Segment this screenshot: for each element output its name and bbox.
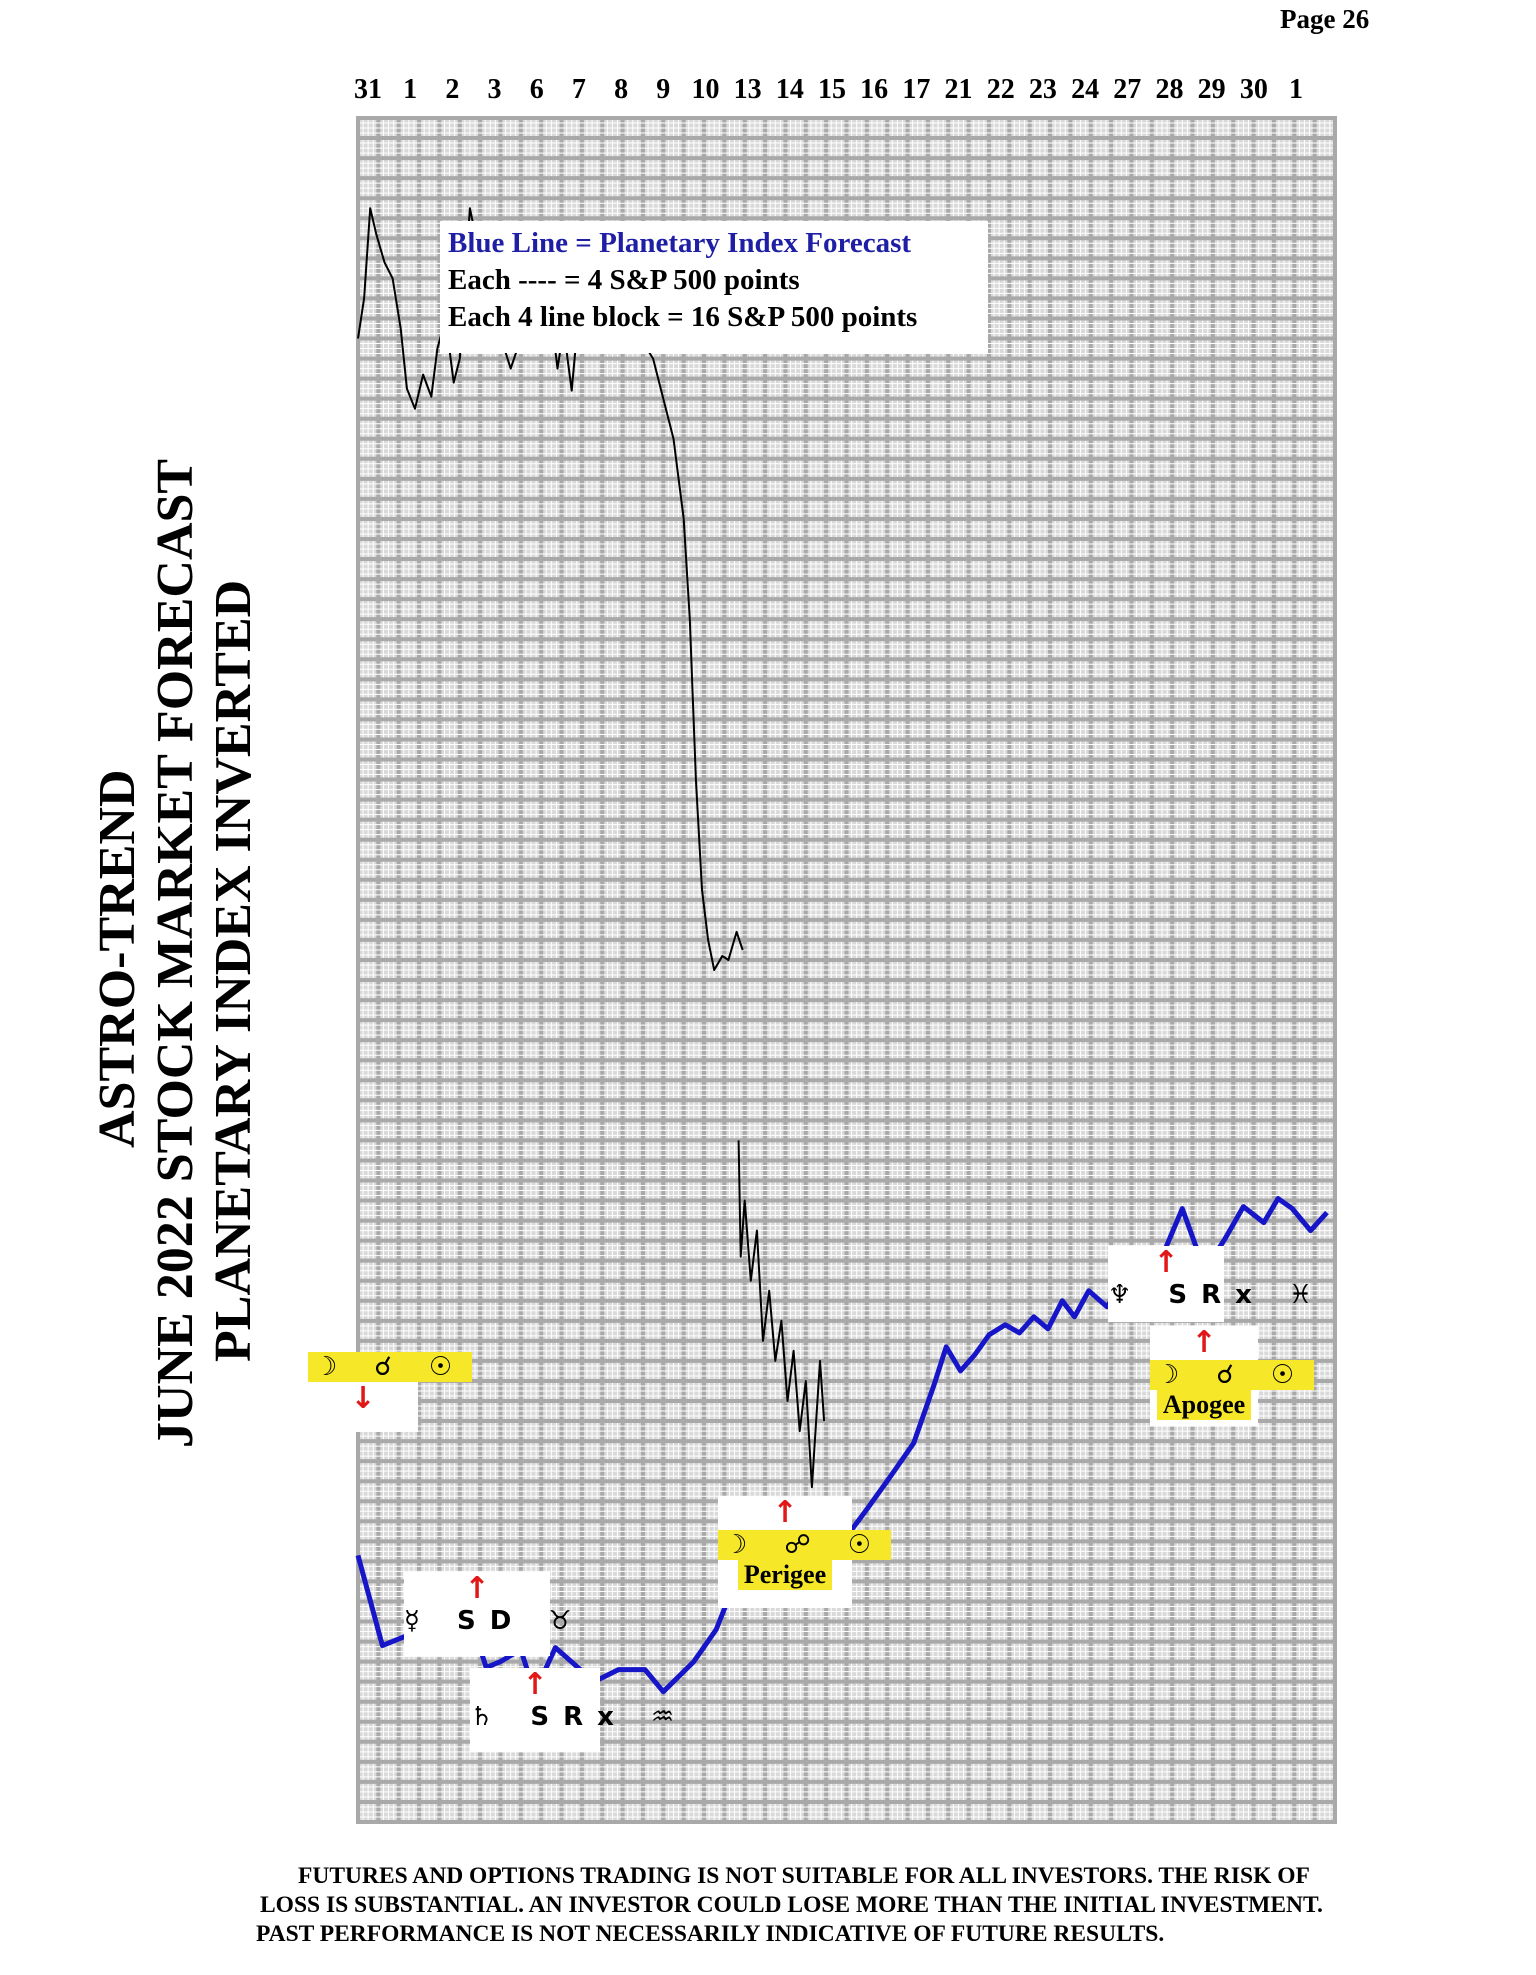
perigee-label: Perigee	[737, 1560, 833, 1590]
annotation-saturn-sr-aquarius: ↑ ♄ SRx ♒	[470, 1667, 689, 1752]
red-up-arrow-icon: ↑	[464, 1571, 490, 1606]
date-tick-label: 31	[354, 74, 382, 105]
date-tick-label: 8	[614, 74, 629, 105]
date-tick-label: 30	[1239, 74, 1268, 105]
apogee-label: Apogee	[1156, 1390, 1252, 1420]
aspect-glyphs: ☿ SD ♉	[404, 1606, 586, 1636]
date-tick-label: 3	[487, 74, 502, 105]
date-tick-label: 23	[1028, 74, 1057, 105]
date-tick-label: 22	[986, 74, 1015, 105]
date-tick-label: 15	[818, 74, 846, 105]
date-tick-label: 13	[733, 74, 762, 105]
date-tick-label: 10	[691, 74, 720, 105]
red-up-arrow-icon: ↑	[1153, 1245, 1179, 1280]
aspect-glyphs: ☽ ☌ ☉	[1150, 1360, 1315, 1390]
date-tick-label: 17	[902, 74, 931, 105]
legend-box: Blue Line = Planetary Index Forecast Eac…	[440, 221, 988, 353]
red-up-arrow-icon: ↑	[772, 1495, 798, 1530]
date-tick-label: 28	[1155, 74, 1184, 105]
annotation-mercury-sd-taurus: ↑ ☿ SD ♉	[404, 1571, 586, 1656]
date-tick-label: 7	[571, 74, 586, 105]
date-tick-label: 29	[1197, 74, 1226, 105]
disclaimer-line-1: FUTURES AND OPTIONS TRADING IS NOT SUITA…	[298, 1863, 1310, 1889]
date-tick-label: 6	[529, 74, 544, 105]
aspect-glyphs: ♆ SRx ♓	[1108, 1280, 1327, 1310]
date-tick-label: 27	[1113, 74, 1142, 105]
date-tick-label: 16	[860, 74, 889, 105]
disclaimer: FUTURES AND OPTIONS TRADING IS NOT SUITA…	[250, 1862, 1490, 1949]
legend-line-2: Each ---- = 4 S&P 500 points	[448, 264, 800, 296]
annotation-moon-conj-sun-apogee: ↑ ☽ ☌ ☉ Apogee	[1150, 1325, 1315, 1426]
red-up-arrow-icon: ↑	[522, 1667, 548, 1702]
disclaimer-line-2: LOSS IS SUBSTANTIAL. AN INVESTOR COULD L…	[260, 1892, 1323, 1918]
date-tick-label: 1	[1289, 74, 1303, 105]
annotation-neptune-sr-pisces: ↑ ♆ SRx ♓	[1108, 1245, 1327, 1322]
date-tick-label: 21	[944, 74, 973, 105]
date-axis: 31 1 2 3 6 7 8 9 10 13 14 15 16 17 21 22 23 24 27 28 29 30 1	[0, 74, 1536, 108]
aspect-glyphs: ♄ SRx ♒	[470, 1702, 689, 1732]
legend-line-3: Each 4 line block = 16 S&P 500 points	[448, 301, 918, 333]
page-number: Page 26	[1280, 4, 1370, 34]
date-tick-label: 9	[656, 74, 671, 105]
disclaimer-line-3: PAST PERFORMANCE IS NOT NECESSARILY INDI…	[256, 1921, 1165, 1947]
annotation-moon-conj-sun-top: ☽ ☌ ☉ ↓	[308, 1352, 473, 1432]
plot-border	[356, 116, 1337, 1824]
annotation-moon-opp-sun-perigee: ↑ ☽ ☍ ☉ Perigee	[718, 1495, 892, 1608]
date-tick-label: 2	[445, 74, 460, 105]
date-tick-label: 1	[403, 74, 418, 105]
aspect-glyphs: ☽ ☍ ☉	[718, 1530, 892, 1560]
date-tick-label: 14	[775, 74, 804, 105]
red-down-arrow-icon: ↓	[350, 1381, 376, 1416]
red-up-arrow-icon: ↑	[1191, 1325, 1217, 1360]
date-tick-label: 24	[1071, 74, 1100, 105]
legend-line-1: Blue Line = Planetary Index Forecast	[448, 227, 912, 259]
aspect-glyphs: ☽ ☌ ☉	[308, 1352, 473, 1382]
price-line	[737, 1140, 826, 1489]
